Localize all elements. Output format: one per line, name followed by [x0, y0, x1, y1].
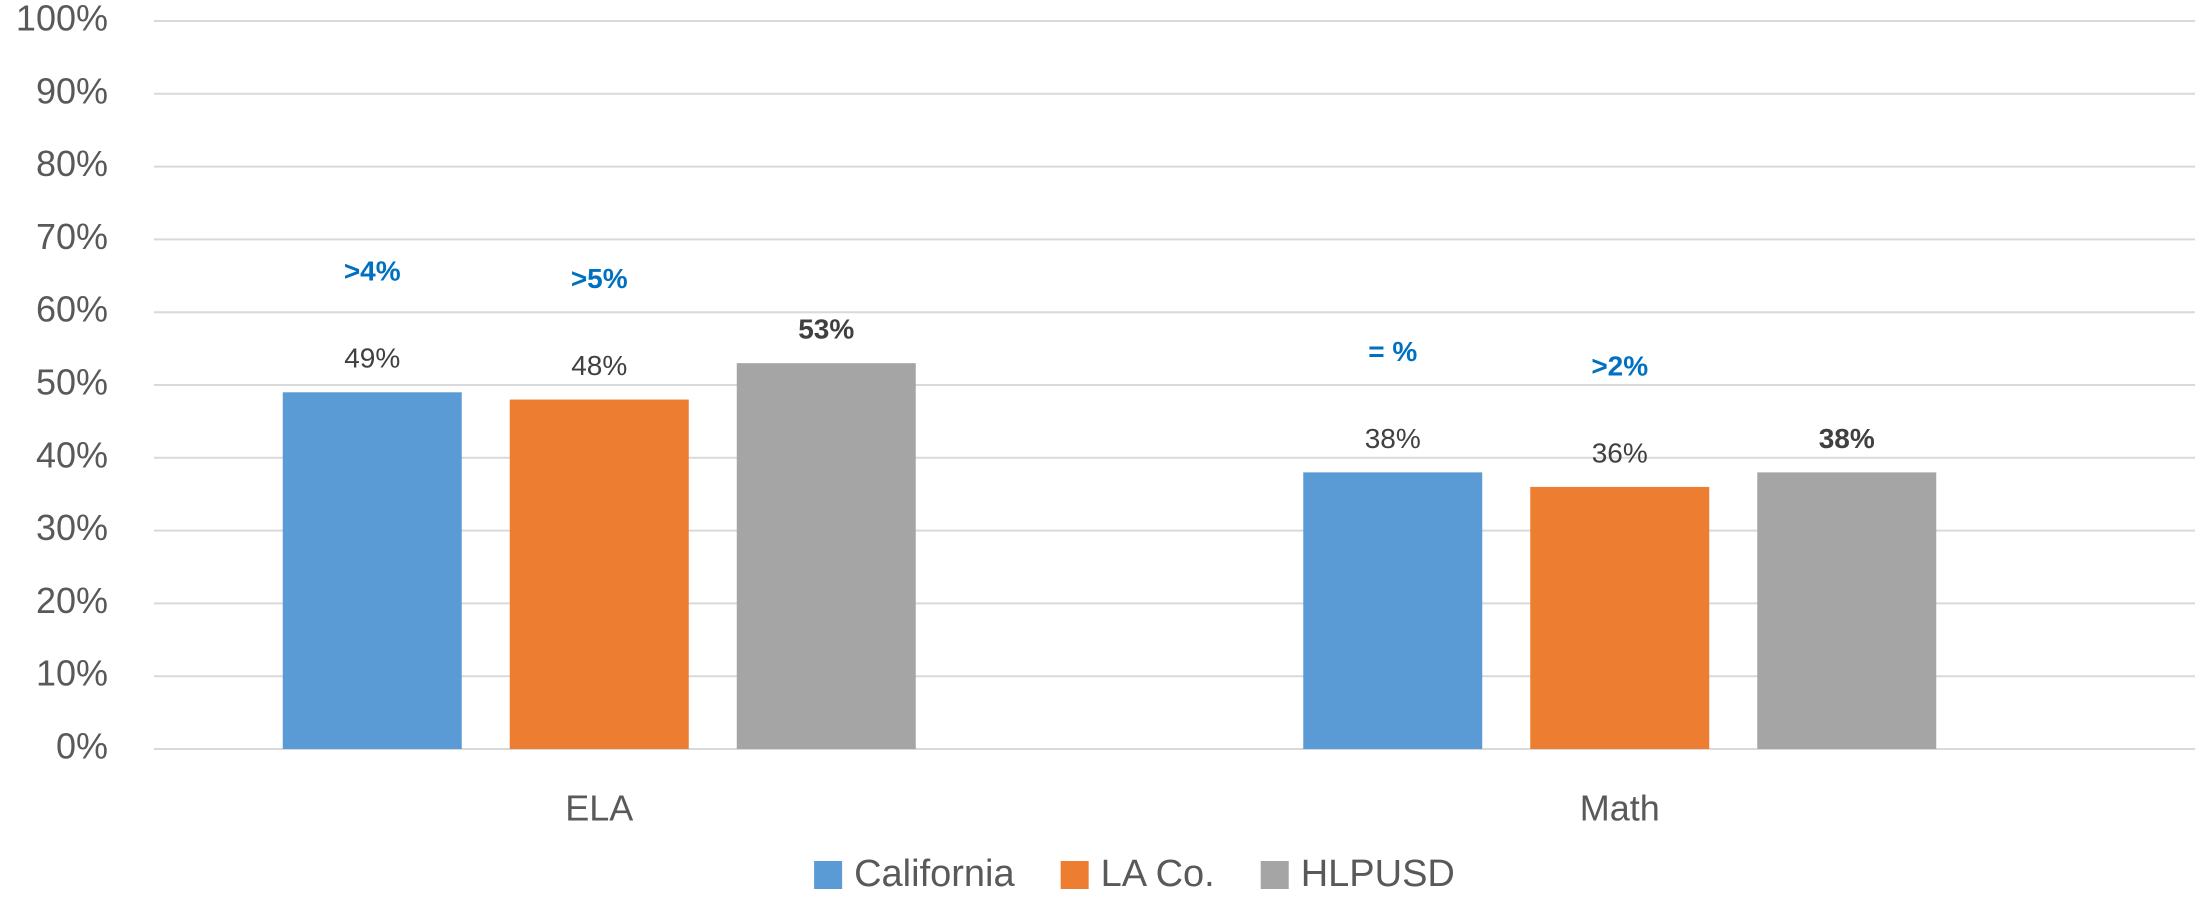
bar [1530, 486, 1710, 749]
bar [1303, 472, 1483, 749]
legend-label: LA Co. [1101, 853, 1215, 895]
legend-swatch [814, 861, 843, 889]
x-tick-label: ELA [565, 788, 633, 829]
annotation: >5% [571, 263, 628, 294]
y-tick-label: 60% [36, 289, 108, 330]
x-tick-label: Math [1580, 788, 1660, 829]
annotation: >4% [344, 256, 401, 287]
y-tick-label: 90% [36, 70, 108, 111]
y-tick-label: 70% [36, 216, 108, 257]
annotation: >2% [1591, 350, 1648, 381]
value-label: 36% [1592, 437, 1648, 468]
annotation: = % [1368, 336, 1417, 367]
bar [736, 363, 916, 749]
y-tick-label: 10% [36, 653, 108, 694]
value-label: 38% [1819, 423, 1875, 454]
value-label: 48% [571, 350, 627, 381]
value-label: 53% [798, 314, 854, 345]
legend-swatch [1060, 861, 1089, 889]
legend-item: LA Co. [1060, 853, 1215, 895]
legend-swatch [1260, 861, 1289, 889]
bar [1757, 472, 1937, 749]
y-tick-label: 0% [56, 726, 108, 767]
legend-label: HLPUSD [1301, 853, 1455, 895]
y-tick-label: 50% [36, 362, 108, 403]
value-label: 38% [1365, 423, 1421, 454]
legend-item: California [814, 853, 1016, 895]
bar [509, 399, 689, 749]
legend-label: California [854, 853, 1015, 895]
bar [282, 392, 462, 749]
y-tick-label: 100% [16, 0, 108, 39]
y-tick-label: 20% [36, 580, 108, 621]
legend-item: HLPUSD [1260, 853, 1455, 895]
value-label: 49% [344, 343, 400, 374]
y-tick-label: 30% [36, 507, 108, 548]
y-tick-label: 80% [36, 143, 108, 184]
y-tick-label: 40% [36, 434, 108, 475]
